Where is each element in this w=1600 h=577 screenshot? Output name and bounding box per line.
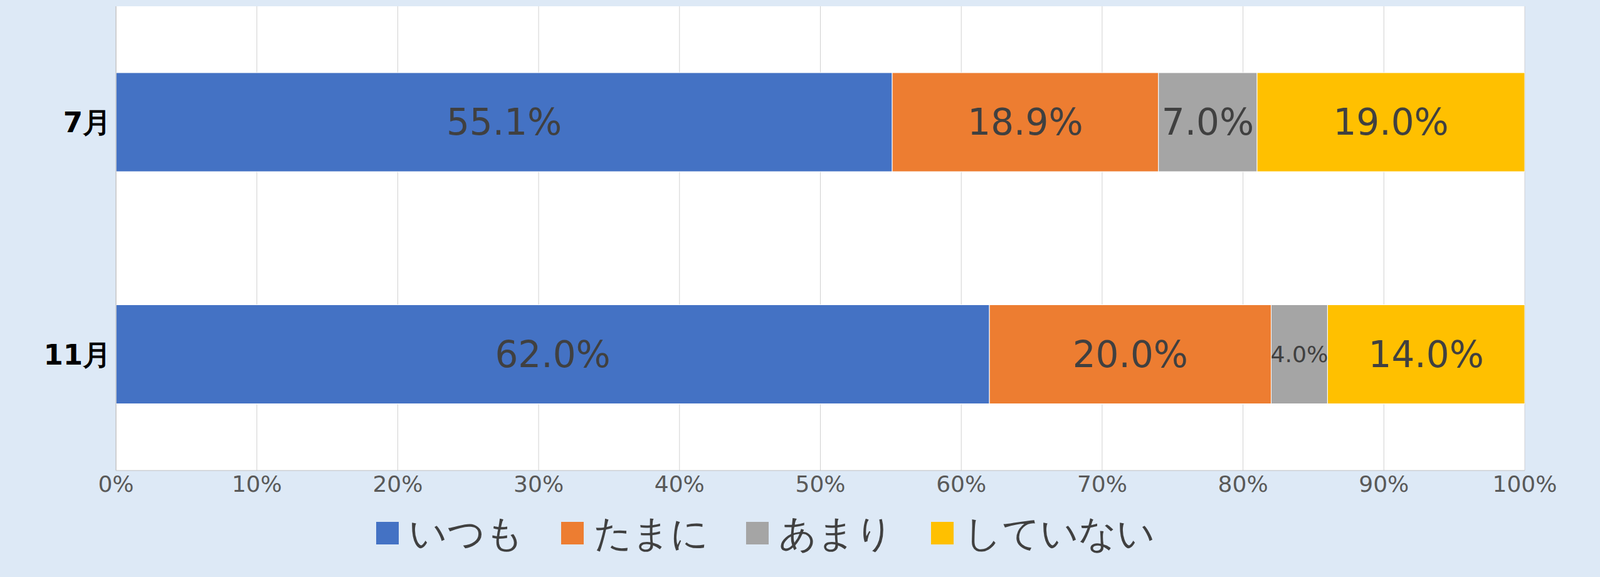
svg-text:10%: 10% bbox=[231, 471, 283, 498]
svg-text:40%: 40% bbox=[654, 471, 705, 498]
svg-text:14.0%: 14.0% bbox=[1368, 333, 1485, 377]
svg-text:50%: 50% bbox=[794, 471, 846, 498]
svg-text:90%: 90% bbox=[1358, 471, 1409, 498]
html-text:たまに: たまに bbox=[593, 511, 709, 556]
svg-text:100%: 100% bbox=[1492, 471, 1558, 498]
svg-text:7.0%: 7.0% bbox=[1161, 100, 1254, 144]
svg-text:80%: 80% bbox=[1218, 471, 1269, 498]
svg-text:55.1%: 55.1% bbox=[446, 100, 562, 144]
svg-text:18.9%: 18.9% bbox=[967, 100, 1083, 144]
svg-text:20.0%: 20.0% bbox=[1072, 333, 1189, 377]
svg-text:4.0%: 4.0% bbox=[1270, 341, 1328, 369]
svg-text:11月: 11月 bbox=[43, 338, 111, 372]
html-text:あまり: あまり bbox=[778, 511, 894, 556]
svg-text:20%: 20% bbox=[372, 471, 423, 498]
html-text:いつも: いつも bbox=[408, 511, 524, 556]
svg-text:60%: 60% bbox=[936, 471, 987, 498]
svg-text:7月: 7月 bbox=[63, 105, 111, 140]
svg-text:62.0%: 62.0% bbox=[494, 333, 611, 377]
svg-text:19.0%: 19.0% bbox=[1332, 100, 1449, 144]
svg-text:30%: 30% bbox=[513, 471, 564, 498]
html-text:していない: していない bbox=[963, 511, 1155, 556]
svg-text:0%: 0% bbox=[97, 471, 134, 498]
svg-text:70%: 70% bbox=[1077, 471, 1128, 498]
